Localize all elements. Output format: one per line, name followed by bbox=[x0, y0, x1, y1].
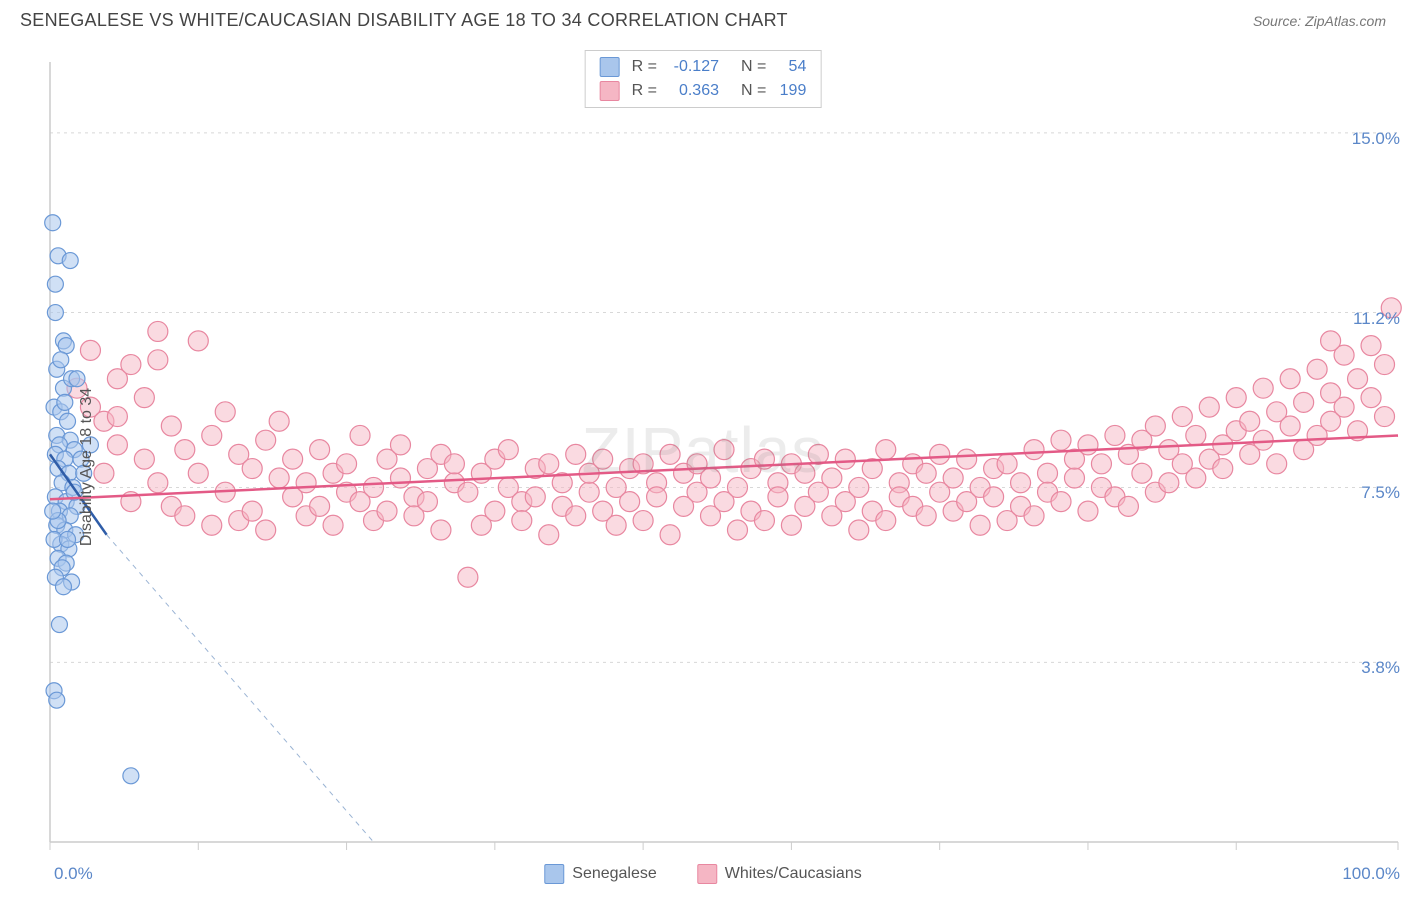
legend-label-1: Whites/Caucasians bbox=[725, 865, 862, 883]
legend-row-senegalese: R = -0.127 N = 54 bbox=[600, 55, 807, 79]
correlation-legend: R = -0.127 N = 54 R = 0.363 N = 199 bbox=[585, 50, 822, 108]
legend-item-senegalese: Senegalese bbox=[544, 864, 657, 884]
scatter-chart bbox=[0, 42, 1406, 892]
x-axis-max-label: 100.0% bbox=[1342, 864, 1400, 884]
chart-title: SENEGALESE VS WHITE/CAUCASIAN DISABILITY… bbox=[20, 10, 788, 31]
y-tick-label: 15.0% bbox=[1352, 129, 1400, 149]
x-axis-min-label: 0.0% bbox=[54, 864, 93, 884]
swatch-pink bbox=[697, 864, 717, 884]
chart-container: Disability Age 18 to 34 ZIPatlas R = -0.… bbox=[0, 42, 1406, 892]
swatch-blue bbox=[600, 57, 620, 77]
r-value-1: 0.363 bbox=[663, 79, 719, 103]
swatch-blue bbox=[544, 864, 564, 884]
y-tick-label: 7.5% bbox=[1361, 483, 1400, 503]
legend-item-whites: Whites/Caucasians bbox=[697, 864, 862, 884]
swatch-pink bbox=[600, 81, 620, 101]
n-label: N = bbox=[741, 55, 766, 79]
source-label: Source: ZipAtlas.com bbox=[1253, 13, 1386, 29]
r-value-0: -0.127 bbox=[663, 55, 719, 79]
series-legend: Senegalese Whites/Caucasians bbox=[544, 864, 861, 884]
r-label: R = bbox=[632, 79, 657, 103]
legend-row-whites: R = 0.363 N = 199 bbox=[600, 79, 807, 103]
n-value-0: 54 bbox=[772, 55, 806, 79]
r-label: R = bbox=[632, 55, 657, 79]
y-tick-label: 11.2% bbox=[1353, 309, 1400, 329]
n-label: N = bbox=[741, 79, 766, 103]
n-value-1: 199 bbox=[772, 79, 806, 103]
y-tick-label: 3.8% bbox=[1361, 658, 1400, 678]
y-axis-label: Disability Age 18 to 34 bbox=[78, 388, 96, 546]
legend-label-0: Senegalese bbox=[572, 865, 657, 883]
